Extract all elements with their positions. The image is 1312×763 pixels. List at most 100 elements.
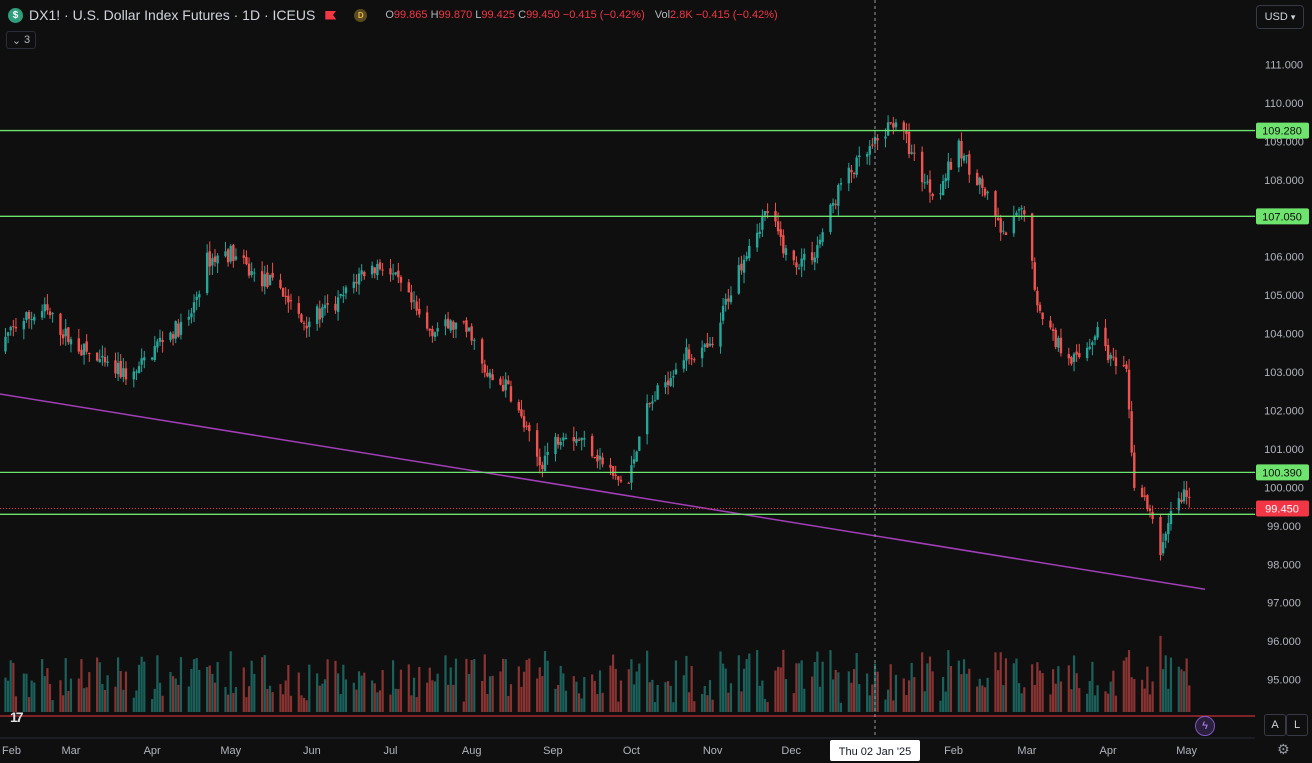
volume-bar [281,694,285,712]
volume-bar [892,700,895,712]
candle [355,274,358,292]
symbol-title[interactable]: DX1! · U.S. Dollar Index Futures · 1D · … [29,7,316,23]
time-axis[interactable]: Feb Mar Apr May Jun Jul Aug Sep Oct Nov Dec Feb Mar A… [0,737,1255,761]
candle [994,190,997,227]
x-tick-label: May [220,745,241,757]
hline-price-tag: 109.280 [1256,122,1309,139]
tradingview-logo-icon[interactable]: 17 [10,709,24,725]
volume-bar [968,668,971,712]
volume-bar [983,687,987,712]
volume-bar [737,655,740,712]
svg-text:Thu 02 Jan '25: Thu 02 Jan '25 [839,746,911,758]
candle [80,344,83,356]
volume-bar [797,663,801,712]
candle [1075,344,1078,362]
candle [169,331,172,343]
candle [682,353,686,373]
auto-scale-button[interactable]: A [1264,714,1286,736]
candle [444,314,447,336]
volume-bar [748,653,751,712]
y-tick-label: 99.000 [1267,521,1301,533]
volume-bar [538,667,541,712]
candle [931,192,934,200]
flag-icon[interactable] [325,10,337,20]
symbol-logo-icon[interactable]: $ [8,7,23,23]
volume-bar [454,658,458,712]
lightning-icon[interactable]: ϟ [1195,716,1215,736]
volume-bar [672,702,675,712]
candle [724,293,727,312]
gear-icon[interactable]: ⚙ [1277,741,1290,757]
volume-bar [847,671,850,712]
candle [923,173,926,189]
volume-bar [206,666,209,712]
volume-bar [174,678,177,712]
volume-bar [831,679,835,712]
candle [905,123,908,144]
volume-bar [1096,685,1099,712]
volume-bar [1130,677,1133,712]
volume-bar [1012,663,1015,712]
candle [1041,312,1044,326]
svg-text:100.390: 100.390 [1262,467,1302,479]
candle [308,317,311,337]
volume-bar [876,671,879,712]
x-tick-label: Mar [61,745,80,757]
candle [913,144,916,162]
candle [394,271,397,276]
support-trendline[interactable] [0,393,1206,591]
candle [1106,338,1110,364]
price-axis[interactable]: 111.000110.000109.000108.000107.000106.0… [1255,0,1312,763]
candle [685,338,688,371]
volume-bar [690,666,693,712]
candle [1059,328,1063,357]
horizontal-lines[interactable] [0,129,1255,717]
chevron-down-icon: ⌄ [11,34,22,47]
volume-bar [816,651,819,712]
candle [981,175,984,197]
volume-bar [761,680,764,712]
volume-bar [234,687,238,712]
volume-bar [30,680,33,712]
collapse-indicators-button[interactable]: ⌄ 3 [6,31,36,49]
candle [850,164,853,183]
y-tick-label: 111.000 [1265,59,1303,71]
log-scale-button[interactable]: L [1286,714,1308,736]
hline-price-tag: 107.050 [1256,208,1309,225]
candle [297,296,301,319]
volume-bar [106,675,109,712]
candle [250,262,253,278]
volume-bar [245,697,248,712]
volume-bar [653,702,657,712]
candle [399,275,403,292]
candle [907,123,911,159]
volume-bar [1114,695,1118,712]
volume-bar [902,678,905,712]
candle [541,461,544,478]
dividend-icon[interactable]: D [354,8,368,22]
candle [454,322,458,339]
volume-bar [190,668,193,712]
candle [14,317,18,332]
y-tick-label: 98.000 [1267,559,1301,571]
volume-bar [708,680,712,712]
candle [1038,301,1042,314]
volume-bar [978,678,981,712]
candle [289,293,293,310]
volume-bar [803,688,806,712]
volume-bar [939,700,942,712]
candle [318,300,321,328]
volume-bar [428,667,431,712]
candle [436,322,439,337]
volume-bar [80,659,83,712]
candle [727,288,730,310]
volume-bar [1177,666,1180,712]
volume-bar [501,658,505,712]
currency-selector[interactable]: USD ▾ [1256,5,1304,29]
candle [1185,481,1188,505]
volume-bar [766,702,769,712]
volume-bar [151,699,154,712]
candle [957,138,961,173]
volume-bar [344,679,348,712]
